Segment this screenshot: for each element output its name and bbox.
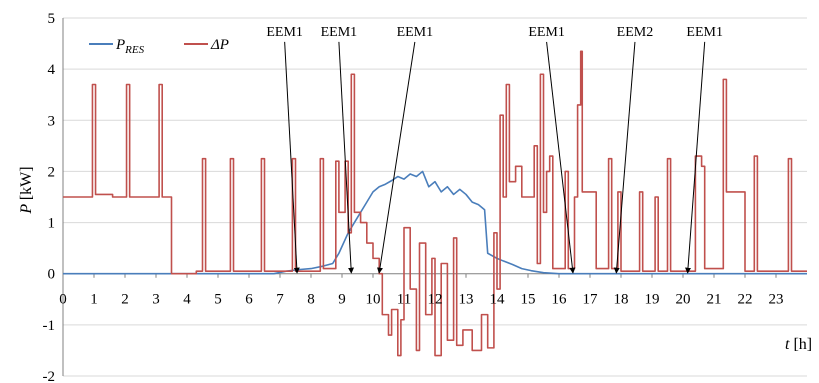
annotation-label: EEM1 [397,25,434,40]
x-tick-label: 3 [152,292,160,308]
x-tick-label: 13 [459,292,474,308]
y-tick-label: 2 [48,164,56,180]
annotations: EEM1 EEM1 EEM1 EEM1 EEM2 EEM1 [266,25,723,274]
y-tick-label: -1 [43,318,56,334]
x-tick-label: 12 [428,292,443,308]
annotation-arrow [376,41,416,274]
series-lines [63,50,807,357]
x-tick-label: 18 [614,292,629,308]
x-tick-label: 5 [214,292,222,308]
x-axis-label-unit: [h] [793,336,812,353]
legend-label-deltap: ΔP [210,37,229,53]
annotation-arrow [338,41,355,274]
legend: PRES ΔP [89,37,229,56]
series-line-pres [63,170,807,275]
y-tick-label: 1 [48,216,56,232]
annotation-arrow [546,41,576,274]
x-tick-label: 11 [397,292,411,308]
annotation-label: EEM1 [266,25,303,40]
y-tick-label: -2 [43,369,56,383]
x-tick-label: 8 [307,292,315,308]
x-tick-label: 20 [676,292,691,308]
x-tick-label: 4 [183,292,191,308]
y-axis-label-unit: [kW] [18,166,35,200]
legend-label-pres: PRES [115,37,145,56]
x-tick-label: 17 [583,292,599,308]
x-tick-label: 22 [738,292,753,308]
annotation-label: EEM1 [321,25,358,40]
y-tick-label: 5 [48,11,56,27]
annotation-arrow [685,41,706,274]
x-tick-label: 23 [769,292,784,308]
x-axis-label: t [h] [785,336,812,353]
annotation-arrow [613,41,636,274]
x-tick-label: 2 [121,292,129,308]
x-tick-label: 15 [521,292,536,308]
x-tick-label: 9 [338,292,346,308]
annotation-arrow [284,41,300,274]
series-line-deltap [63,50,807,357]
x-tick-label: 7 [276,292,284,308]
annotation-label: EEM1 [528,25,565,40]
x-tick-label: 16 [552,292,568,308]
x-tick-label: 1 [90,292,98,308]
y-axis-label-var: P [18,204,35,215]
x-tick-label: 6 [245,292,253,308]
x-tick-label: 10 [366,292,381,308]
grid-lines [63,17,807,377]
y-axis-label: P [kW] [18,166,35,214]
annotation-label: EEM2 [617,25,654,40]
x-tick-label: 21 [707,292,722,308]
y-tick-label: 4 [48,62,56,78]
x-axis-label-var: t [785,336,790,353]
x-tick-label: 0 [59,292,67,308]
y-tick-label: 0 [48,267,56,283]
x-tick-label: 14 [490,292,506,308]
annotation-label: EEM1 [686,25,723,40]
y-tick-label: 3 [48,113,56,129]
x-tick-label: 19 [645,292,660,308]
